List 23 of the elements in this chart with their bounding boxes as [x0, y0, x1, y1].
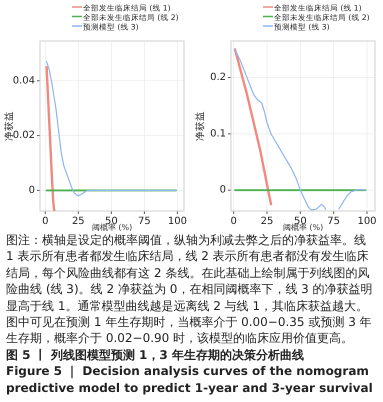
x-tick-label: 25 — [72, 216, 85, 227]
line-series — [45, 66, 56, 211]
y-tick-label: 0 — [220, 184, 226, 196]
text: 图注：横轴是设定的概率阈值，纵轴为利减去弊之后的净获益率。线 1 表示所有患者都发生临床结局，线 2 表示所有患者都没有发生临床结局，每个风险曲线都有这 2 条线。在此基础上绘制属于列线图的风险曲线 (线 3)。线 2 净获益为 0，在相同阈概率下，线 3 的净获益明显高于线 1。通常模型曲线越是远离线 2 与线 1，其临床获益越大。图中可见在预测 1 年生存期时，当概率介于 0.00−0.35 或预测 3 年生存期，概率介于 0.02−0.90 时，该模型的临床应用价值更高。 — [6, 232, 374, 347]
x-tick-label: 0 — [230, 216, 237, 227]
line-series — [46, 60, 177, 197]
x-axis-title: 阈概率 (%) — [92, 223, 132, 232]
y-tick-label: 0.02 — [12, 130, 35, 142]
y-axis-title: 净获益 — [3, 111, 15, 141]
x-tick-label: 25 — [260, 216, 274, 227]
x-tick-label: 75 — [138, 216, 151, 227]
y-tick-label: 0 — [28, 184, 35, 196]
x-tick-label: 0 — [42, 216, 48, 227]
x-tick-label: 100 — [357, 216, 377, 227]
y-tick-label: 0.2 — [210, 72, 226, 84]
x-tick-label: 100 — [168, 216, 187, 227]
caption: Figure 5 ｜ Decision analysis curves of the nomogram predictive model to predict 1-year and 3-year survival — [6, 363, 374, 396]
y-axis-title: 净获益 — [194, 111, 206, 141]
line-series — [234, 48, 272, 206]
caption: 图 5 丨 列线图模型预测 1，3 年生存期的决策分析曲线 — [6, 346, 305, 364]
y-tick-label: 0.04 — [12, 75, 35, 86]
y-tick-label: 0.1 — [210, 128, 226, 140]
x-tick-label: 75 — [327, 216, 340, 227]
